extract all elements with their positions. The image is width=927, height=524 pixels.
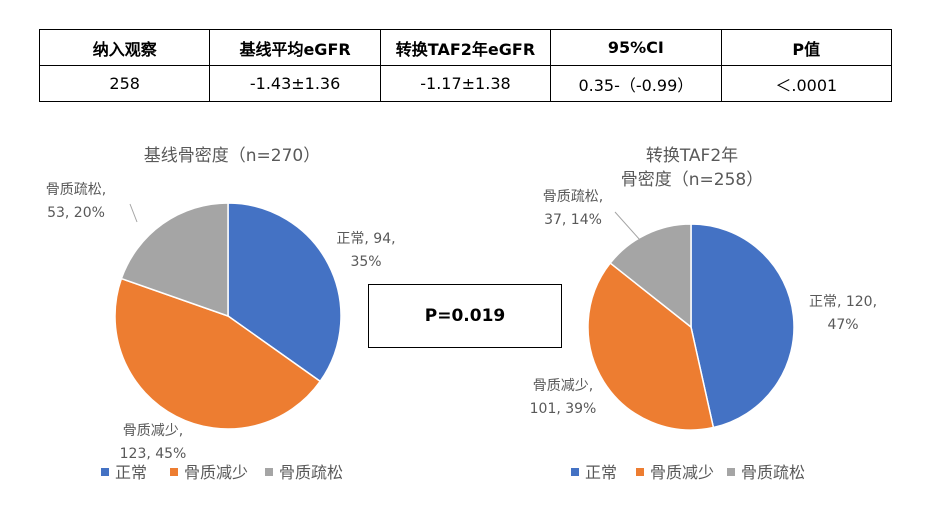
legend-swatch-osteoporosis (727, 468, 735, 476)
table-cell: 0.35-（-0.99） (550, 65, 722, 102)
chart1-label-normal-1: 正常, 94, (336, 231, 395, 247)
table-header-row: 纳入观察 基线平均eGFR 转换TAF2年eGFR 95%CI P值 (38, 29, 893, 66)
table-cell: -1.43±1.36 (209, 65, 381, 102)
pie-slice-normal (227, 202, 342, 383)
chart2-label-normal-1: 正常, 120, (809, 294, 877, 310)
chart2-leader-line (614, 211, 641, 241)
chart1-label-osteoporosis-1: 骨质疏松, (46, 182, 106, 198)
legend-swatch-osteopenia (170, 468, 178, 476)
pie-slice-osteoporosis (120, 202, 229, 318)
legend-swatch-osteoporosis (265, 468, 273, 476)
summary-table: 纳入观察 基线平均eGFR 转换TAF2年eGFR 95%CI P值 258 -… (38, 29, 893, 102)
legend-label-osteopenia: 骨质减少 (650, 463, 714, 482)
comparison-p-value: P=0.019 (424, 306, 506, 326)
table-cell: ＜.0001 (720, 65, 893, 102)
chart1-pie (114, 202, 342, 430)
chart2-pie (587, 223, 795, 431)
table-header-cell: 纳入观察 (38, 29, 211, 66)
chart1-label-osteopenia-2: 123, 45% (120, 446, 187, 462)
legend-label-normal: 正常 (115, 463, 147, 482)
legend-label-osteoporosis: 骨质疏松 (279, 463, 343, 482)
chart2-label-normal-2: 47% (827, 317, 858, 333)
legend-label-osteoporosis: 骨质疏松 (741, 463, 805, 482)
comparison-p-value-box: P=0.019 (368, 284, 562, 348)
chart2-title-line1: 转换TAF2年 (646, 146, 738, 166)
legend-label-normal: 正常 (585, 463, 617, 482)
chart2-title-line2: 骨密度（n=258） (621, 170, 763, 190)
pie-slice-osteopenia (587, 262, 715, 431)
legend-swatch-osteopenia (636, 468, 644, 476)
pie-slice-osteoporosis (609, 223, 692, 329)
chart2-label-osteopenia-2: 101, 39% (530, 401, 597, 417)
chart1-label-normal-2: 35% (350, 254, 381, 270)
chart2-label-osteoporosis-2: 37, 14% (544, 212, 602, 228)
chart1-label-osteopenia-1: 骨质减少, (123, 423, 183, 439)
legend-swatch-normal (101, 468, 109, 476)
pie-slice-osteopenia (114, 277, 322, 430)
table-header-cell: P值 (720, 29, 893, 66)
chart2-legend: 正常 骨质减少 骨质疏松 (571, 463, 805, 482)
chart1-legend: 正常 骨质减少 骨质疏松 (101, 463, 343, 482)
legend-swatch-normal (571, 468, 579, 476)
chart1-label-osteoporosis-2: 53, 20% (47, 205, 105, 221)
table-row: 258 -1.43±1.36 -1.17±1.38 0.35-（-0.99） ＜… (38, 65, 893, 102)
table-cell: 258 (38, 65, 211, 102)
pie-slice-normal (690, 223, 795, 429)
chart2-label-osteopenia-1: 骨质减少, (533, 378, 593, 394)
chart2-label-osteoporosis-1: 骨质疏松, (543, 189, 603, 205)
chart1-title: 基线骨密度（n=270） (144, 146, 320, 166)
legend-label-osteopenia: 骨质减少 (184, 463, 248, 482)
table-cell: -1.17±1.38 (379, 65, 552, 102)
chart1-leader-line (129, 203, 138, 223)
table-header-cell: 基线平均eGFR (209, 29, 381, 66)
table-header-cell: 95%CI (550, 29, 722, 66)
